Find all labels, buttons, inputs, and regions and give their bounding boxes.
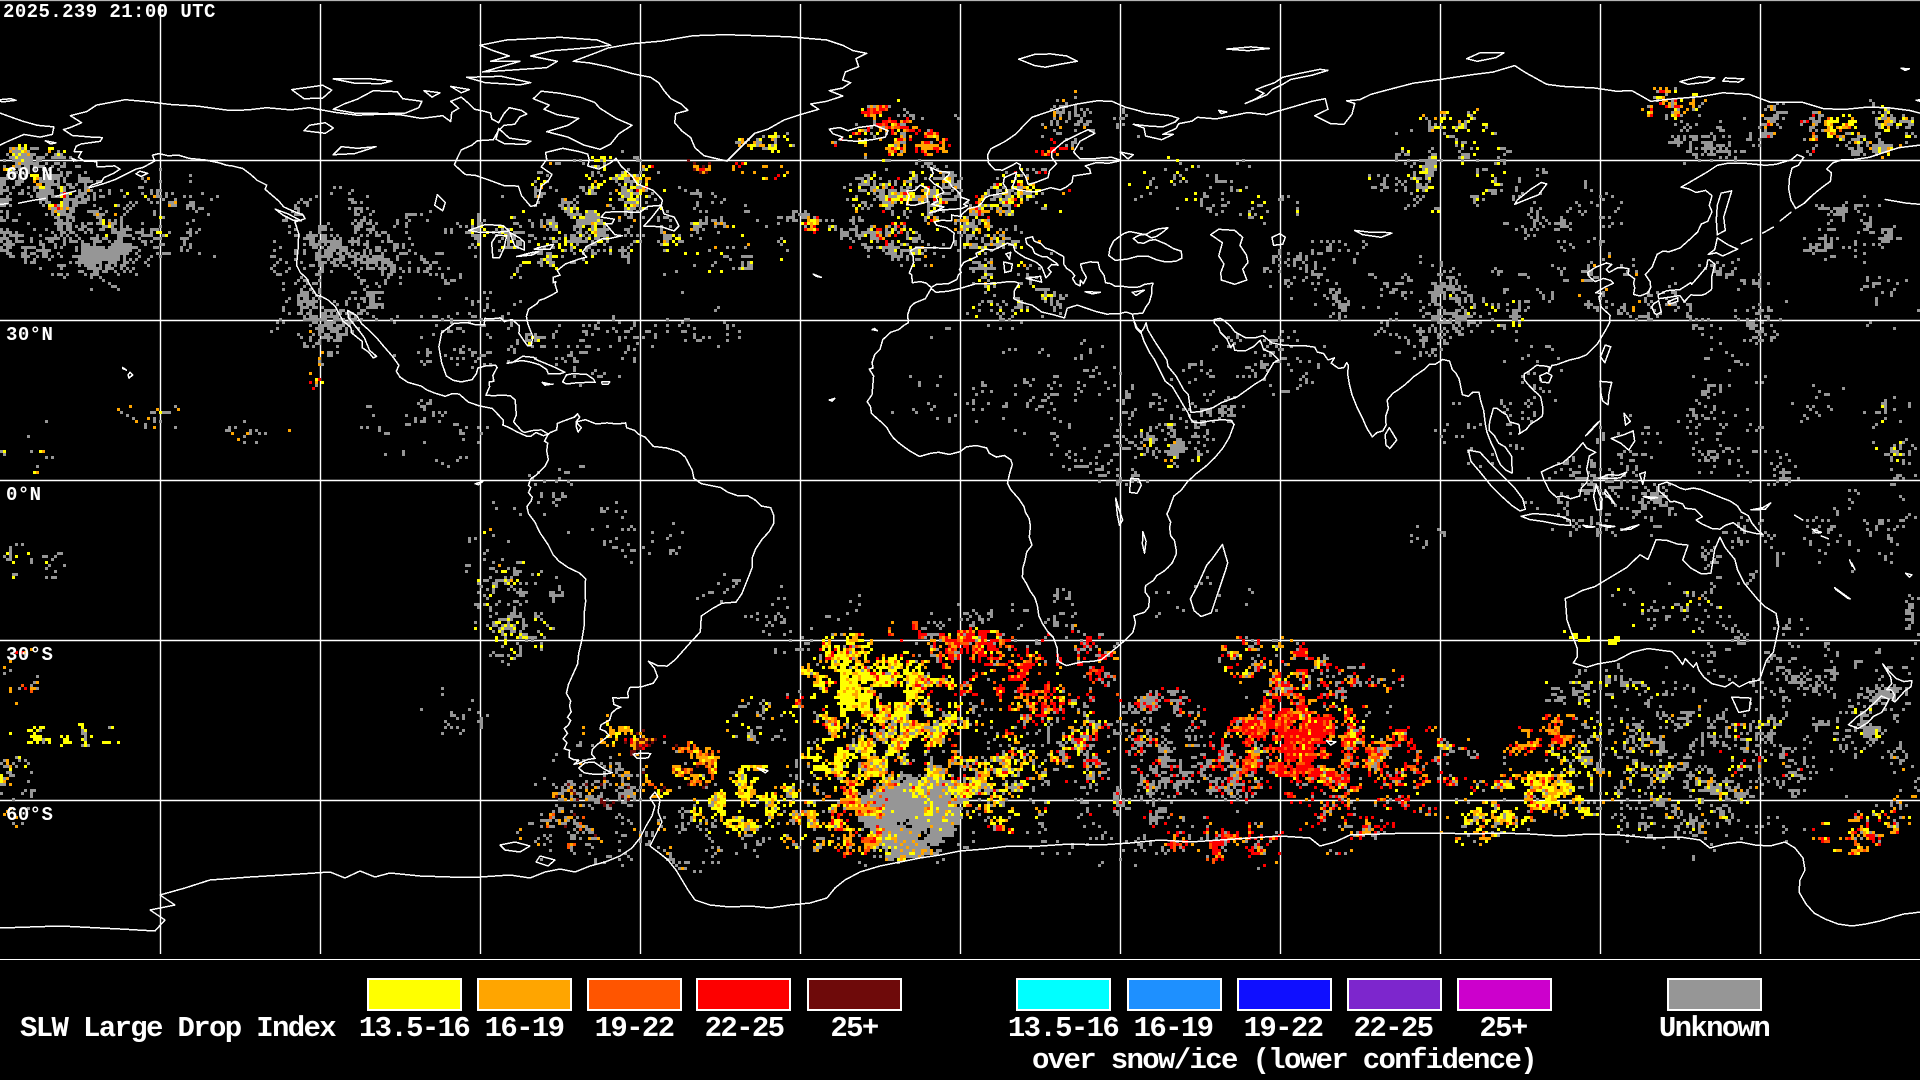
svg-text:30°N: 30°N: [6, 324, 53, 346]
svg-text:22-25: 22-25: [1354, 1012, 1433, 1045]
svg-text:0°N: 0°N: [6, 484, 41, 506]
svg-text:13.5-16: 13.5-16: [1008, 1012, 1119, 1045]
svg-text:19-22: 19-22: [595, 1012, 674, 1045]
svg-text:25+: 25+: [1479, 1012, 1527, 1045]
svg-text:over snow/ice (lower confidenc: over snow/ice (lower confidence): [1032, 1044, 1536, 1077]
svg-text:Unknown: Unknown: [1659, 1012, 1770, 1045]
svg-text:22-25: 22-25: [705, 1012, 784, 1045]
svg-text:19-22: 19-22: [1244, 1012, 1323, 1045]
svg-text:60°S: 60°S: [6, 804, 53, 826]
svg-text:30°S: 30°S: [6, 644, 53, 666]
svg-text:SLW Large Drop Index: SLW Large Drop Index: [20, 1012, 336, 1045]
svg-text:16-19: 16-19: [1134, 1012, 1213, 1045]
svg-text:16-19: 16-19: [485, 1012, 564, 1045]
svg-text:25+: 25+: [830, 1012, 878, 1045]
svg-text:13.5-16: 13.5-16: [359, 1012, 470, 1045]
svg-text:2025.239 21:00 UTC: 2025.239 21:00 UTC: [3, 1, 216, 23]
svg-text:60°N: 60°N: [6, 164, 53, 186]
